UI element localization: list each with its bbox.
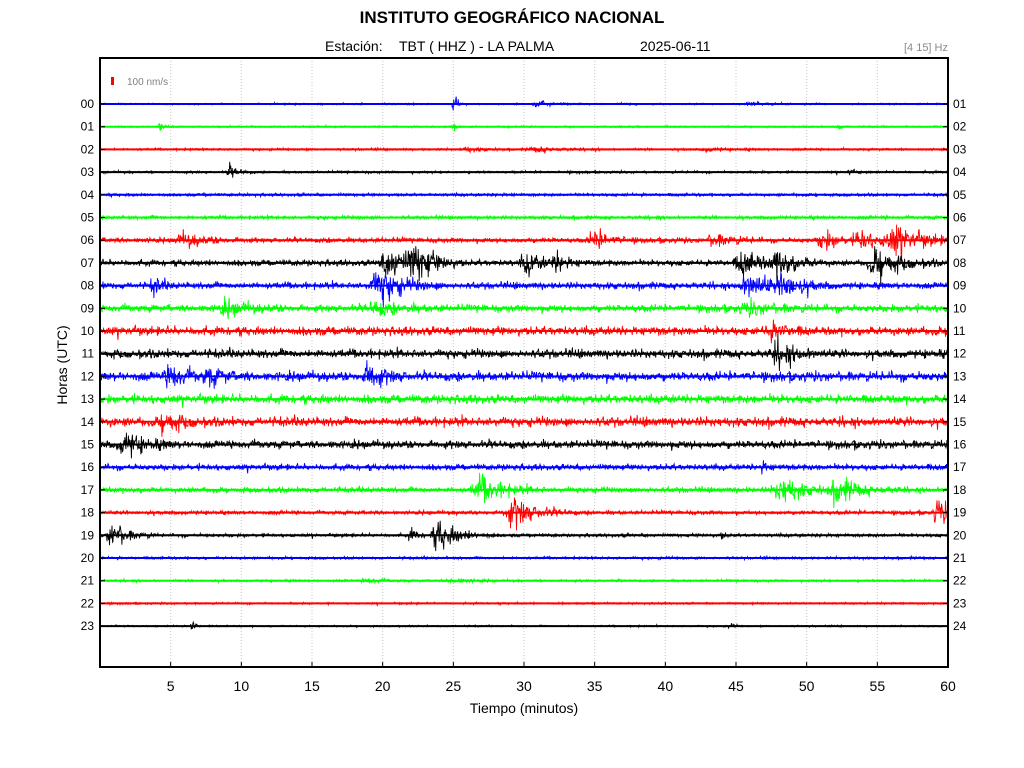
right-tick-label: 20: [953, 528, 967, 542]
right-tick-label: 17: [953, 460, 967, 474]
right-tick-label: 06: [953, 211, 967, 225]
left-tick-label: 03: [81, 165, 95, 179]
x-axis-label: Tiempo (minutos): [469, 700, 579, 716]
right-tick-label: 13: [953, 369, 967, 383]
right-tick-label: 14: [953, 392, 967, 406]
left-tick-label: 00: [81, 97, 95, 111]
right-tick-label: 12: [953, 347, 967, 361]
left-tick-label: 16: [81, 460, 95, 474]
left-tick-label: 05: [81, 211, 95, 225]
record-date: 2025-06-11: [640, 38, 711, 54]
right-tick-label: 16: [953, 438, 967, 452]
right-tick-label: 22: [953, 574, 967, 588]
station-name: TBT ( HHZ ) - LA PALMA: [399, 38, 555, 54]
trace-hour-07: [99, 246, 949, 285]
scale-label: 100 nm/s: [127, 77, 168, 88]
right-tick-label: 03: [953, 142, 967, 156]
left-tick-label: 08: [81, 279, 95, 293]
left-tick-label: 18: [81, 506, 95, 520]
x-tick-label: 15: [304, 678, 320, 694]
x-tick-label: 60: [940, 678, 956, 694]
x-tick-label: 20: [375, 678, 391, 694]
right-tick-label: 09: [953, 279, 967, 293]
right-tick-label: 05: [953, 188, 967, 202]
left-tick-label: 21: [81, 574, 95, 588]
left-tick-label: 14: [81, 415, 95, 429]
right-tick-label: 04: [953, 165, 967, 179]
x-tick-label: 40: [658, 678, 674, 694]
right-tick-label: 07: [953, 233, 967, 247]
x-tick-label: 50: [799, 678, 815, 694]
left-tick-label: 15: [81, 438, 95, 452]
x-tick-label: 45: [728, 678, 744, 694]
left-tick-label: 22: [81, 596, 95, 610]
right-tick-label: 10: [953, 301, 967, 315]
right-tick-label: 11: [953, 324, 966, 338]
right-tick-label: 18: [953, 483, 967, 497]
trace-hour-13: [99, 392, 949, 409]
left-tick-label: 04: [81, 188, 95, 202]
x-tick-label: 25: [446, 678, 462, 694]
x-tick-label: 30: [516, 678, 532, 694]
right-tick-label: 01: [953, 97, 967, 111]
left-tick-label: 02: [81, 142, 95, 156]
x-tick-label: 55: [870, 678, 886, 694]
left-tick-label: 23: [81, 619, 95, 633]
left-tick-label: 17: [81, 483, 95, 497]
left-tick-label: 20: [81, 551, 95, 565]
left-tick-label: 09: [81, 301, 95, 315]
right-tick-label: 08: [953, 256, 967, 270]
right-tick-label: 23: [953, 596, 967, 610]
trace-hour-17: [99, 472, 949, 508]
frequency-band: [4 15] Hz: [903, 42, 948, 54]
left-tick-label: 01: [81, 120, 95, 134]
station-prefix: Estación:: [325, 38, 383, 54]
x-tick-label: 35: [587, 678, 603, 694]
left-tick-label: 13: [81, 392, 95, 406]
right-tick-label: 19: [953, 506, 967, 520]
right-tick-label: 21: [953, 551, 967, 565]
left-tick-label: 06: [81, 233, 95, 247]
right-tick-label: 02: [953, 120, 967, 134]
left-tick-label: 12: [81, 369, 95, 383]
left-tick-label: 10: [81, 324, 95, 338]
y-axis-label: Horas (UTC): [54, 325, 70, 405]
left-tick-label: 11: [82, 347, 95, 361]
x-tick-label: 5: [167, 678, 175, 694]
right-tick-label: 24: [953, 619, 967, 633]
x-tick-label: 10: [234, 678, 250, 694]
left-tick-label: 07: [81, 256, 95, 270]
page-title: INSTITUTO GEOGRÁFICO NACIONAL: [359, 8, 665, 27]
right-tick-label: 15: [953, 415, 967, 429]
left-tick-label: 19: [81, 528, 95, 542]
scale-bar: [111, 77, 114, 85]
